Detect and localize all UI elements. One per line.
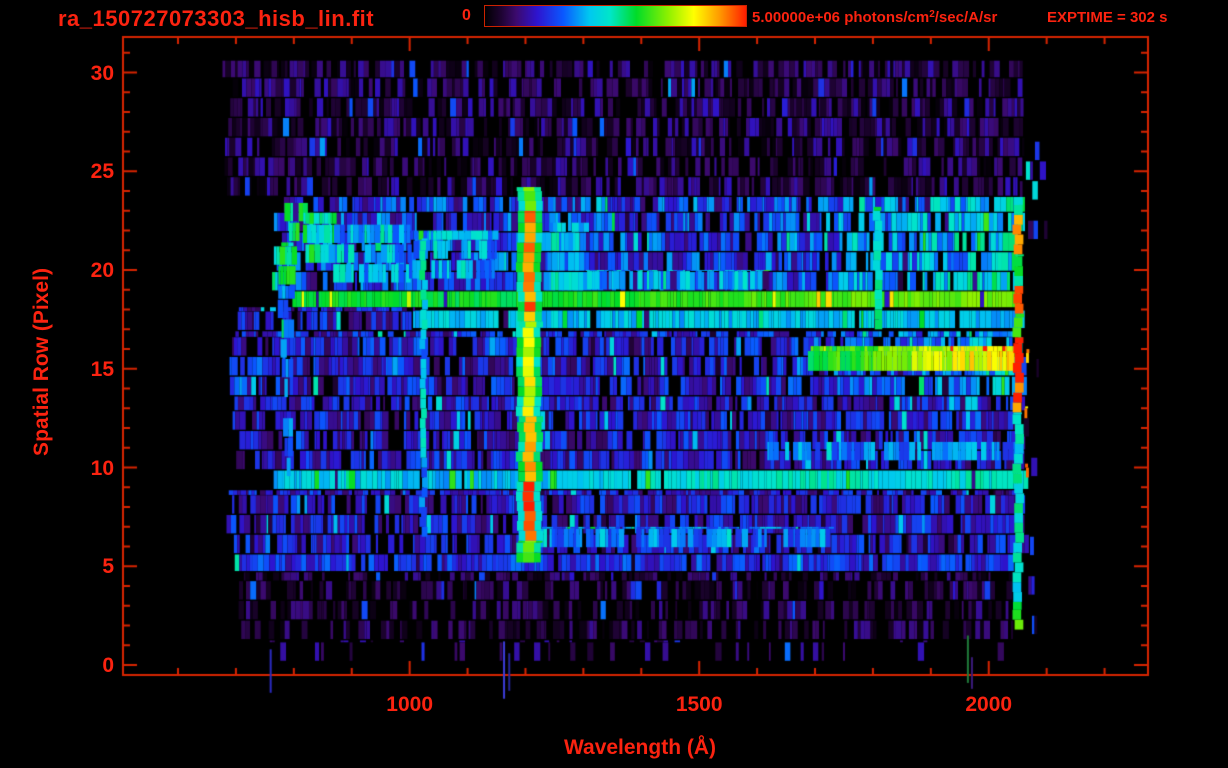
y-tick-label: 20 bbox=[90, 259, 114, 283]
file-title: ra_150727073303_hisb_lin.fit bbox=[58, 6, 375, 31]
y-tick-label: 25 bbox=[90, 160, 114, 184]
y-tick-label: 30 bbox=[90, 61, 114, 85]
flux-units-suffix: /sec/A/sr bbox=[934, 9, 998, 26]
flux-units-exponent: 2 bbox=[929, 9, 935, 20]
y-tick-label: 10 bbox=[90, 456, 114, 480]
y-tick-label: 5 bbox=[102, 555, 114, 579]
flux-value: 5.00000e+06 bbox=[752, 9, 845, 26]
colorbar bbox=[484, 5, 747, 27]
y-tick-label: 15 bbox=[90, 357, 114, 381]
colorbar-max-label: 5.00000e+06 photons/cm2/sec/A/sr bbox=[752, 9, 997, 26]
exptime-label: EXPTIME = 302 s bbox=[1047, 9, 1168, 26]
x-tick-label: 1500 bbox=[675, 693, 723, 716]
x-axis-title: Wavelength (Å) bbox=[563, 736, 717, 759]
x-tick-label: 2000 bbox=[965, 693, 1013, 716]
x-tick-label: 1000 bbox=[386, 693, 433, 716]
y-tick-label: 0 bbox=[102, 654, 114, 678]
colorbar-min-label: 0 bbox=[462, 7, 471, 24]
y-axis-title: Spatial Row (Pixel) bbox=[30, 268, 53, 456]
flux-units-prefix: photons/cm bbox=[844, 9, 930, 26]
